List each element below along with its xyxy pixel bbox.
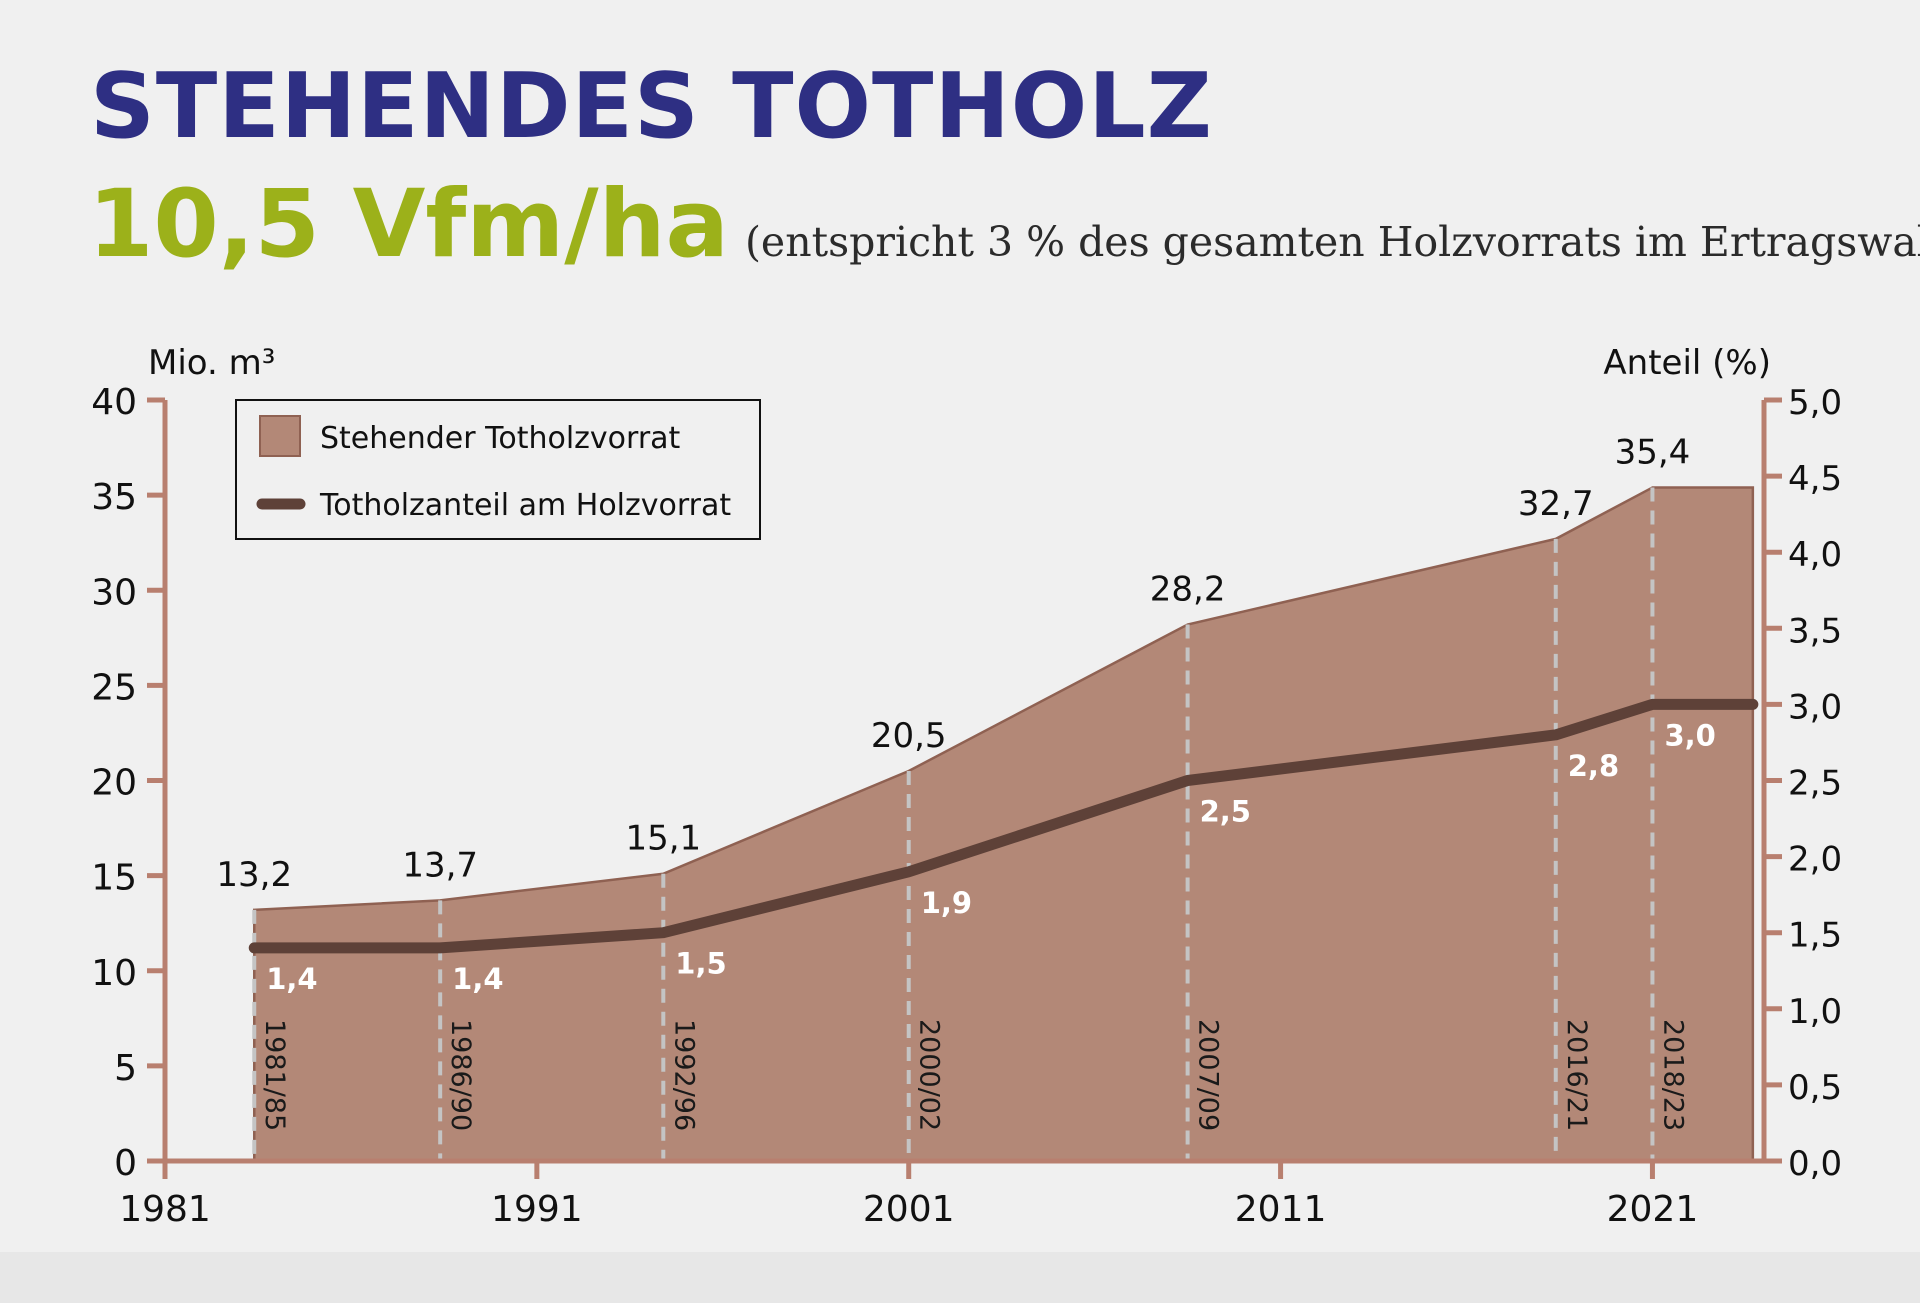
right-axis-title: Anteil (%) [1603,343,1771,383]
bottom-strip [0,1252,1920,1303]
left-axis-title: Mio. m³ [148,343,275,383]
legend-area-swatch [259,415,301,457]
share-value-label: 3,0 [1664,718,1715,752]
stock-value-label: 32,7 [1518,484,1594,524]
subtitle-note: (entspricht 3 % des gesamten Holzvorrats… [744,218,1920,266]
subtitle-row: 10,5 Vfm/ha (entspricht 3 % des gesamten … [88,178,1920,272]
right-tick-label: 2,5 [1788,764,1842,804]
subtitle-value: 10,5 Vfm/ha [88,170,729,279]
left-tick-label: 0 [114,1143,137,1184]
right-tick-label: 1,0 [1788,992,1842,1032]
left-tick-label: 40 [91,382,137,423]
left-tick-label: 20 [91,763,137,804]
period-label: 2016/21 [1561,1019,1592,1131]
right-tick-label: 3,0 [1788,687,1842,727]
share-value-label: 1,4 [266,962,317,996]
share-line [248,698,1759,954]
share-value-label: 2,5 [1200,795,1251,829]
right-tick-label: 0,0 [1788,1144,1842,1184]
right-tick-label: 0,5 [1788,1068,1842,1108]
left-tick-label: 35 [91,477,137,518]
left-tick-label: 25 [91,667,137,708]
right-tick-label: 4,0 [1788,535,1842,575]
left-tick-label: 15 [91,858,137,899]
right-tick-label: 2,0 [1788,840,1842,880]
left-tick-label: 5 [114,1048,137,1089]
right-tick-label: 5,0 [1788,383,1842,423]
x-tick-label: 1981 [119,1189,211,1230]
share-value-label: 1,4 [452,962,503,996]
stock-value-label: 13,7 [402,845,478,885]
legend-box [235,399,761,540]
legend-area-label: Stehender Totholzvorrat [320,421,681,456]
stock-value-label: 15,1 [625,819,701,859]
x-tick-label: 2011 [1235,1189,1327,1230]
share-value-label: 1,9 [921,886,972,920]
x-tick-label: 2021 [1607,1189,1699,1230]
x-tick-label: 2001 [863,1189,955,1230]
period-label: 1986/90 [445,1019,476,1131]
legend: Stehender Totholzvorrat Totholzanteil am… [235,399,761,540]
stock-value-label: 28,2 [1150,569,1226,609]
period-label: 1981/85 [259,1019,290,1131]
stock-value-label: 35,4 [1615,433,1691,473]
share-value-label: 2,8 [1568,749,1619,783]
stock-value-label: 20,5 [871,716,947,756]
period-label: 1992/96 [668,1019,699,1131]
right-tick-label: 3,5 [1788,611,1842,651]
chart-title: STEHENDES TOTHOLZ [90,54,1213,159]
x-tick-label: 1991 [491,1189,583,1230]
period-label: 2007/09 [1193,1019,1224,1131]
left-tick-label: 10 [91,953,137,994]
right-tick-label: 1,5 [1788,916,1842,956]
right-tick-label: 4,5 [1788,459,1842,499]
period-label: 2018/23 [1657,1019,1688,1131]
stock-area-edge [252,486,1755,1161]
period-label: 2000/02 [914,1019,945,1131]
left-tick-label: 30 [91,572,137,613]
legend-line-label: Totholzanteil am Holzvorrat [319,488,731,523]
stock-area [254,487,1753,1161]
share-value-label: 1,5 [675,947,726,981]
stock-value-label: 13,2 [216,855,292,895]
